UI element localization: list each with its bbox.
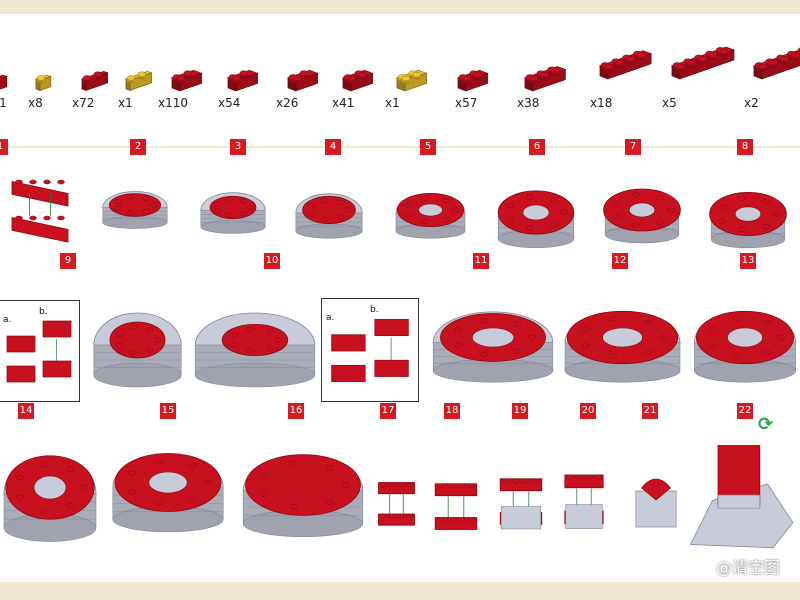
step-16-model	[242, 454, 364, 538]
inset-label-b: b.	[39, 307, 48, 317]
step-number-6: 6	[529, 139, 545, 155]
step-number-13: 13	[740, 253, 756, 269]
part-count-7: x26	[276, 96, 299, 110]
watermark-logo-icon	[693, 559, 712, 578]
step-number-3: 3	[230, 139, 246, 155]
step-18-model	[434, 483, 478, 530]
step-7-model	[603, 188, 681, 244]
step-number-18: 18	[444, 403, 460, 419]
step-number-4: 4	[325, 139, 341, 155]
inset-label-b: b.	[370, 305, 379, 315]
step-20-model	[564, 474, 604, 529]
watermark: @清空图	[693, 554, 780, 578]
step-9-model	[93, 312, 182, 388]
step-number-16: 16	[288, 403, 304, 419]
step-14-model	[3, 455, 97, 542]
parts-list: x1 x8 x72 x1 x110 x54 x26 x41 x1 x57 x38 x18 x5 x2	[0, 14, 800, 132]
step-10-model	[194, 312, 316, 388]
step-number-9: 9	[60, 253, 76, 269]
step-number-8: 8	[737, 139, 753, 155]
step-number-17: 17	[380, 403, 396, 419]
step-number-14: 14	[18, 403, 34, 419]
step-2-model	[102, 191, 168, 229]
inset-label-a: a.	[326, 313, 335, 323]
part-count-1: x1	[0, 96, 7, 110]
step-number-21: 21	[642, 403, 658, 419]
step-6-model	[497, 190, 575, 249]
step-number-1: 1	[0, 139, 8, 155]
step-5-model	[395, 193, 466, 239]
step-21-model	[635, 478, 677, 528]
part-count-4: x1	[118, 96, 133, 110]
part-count-2: x8	[28, 96, 43, 110]
step-3-model	[200, 192, 266, 234]
step-9-inset: a. b.	[0, 300, 80, 402]
part-count-13: x5	[662, 96, 677, 110]
step-4-model	[295, 193, 363, 239]
part-count-14: x2	[744, 96, 759, 110]
step-19-model	[499, 478, 543, 530]
part-count-10: x57	[455, 96, 478, 110]
step-11-model	[432, 311, 554, 383]
step-15-model	[112, 453, 224, 533]
step-13-model	[694, 310, 796, 383]
step-number-10: 10	[264, 253, 280, 269]
step-22-model	[689, 445, 794, 549]
step-number-5: 5	[420, 139, 436, 155]
step-number-7: 7	[625, 139, 641, 155]
step-10-inset: a. b.	[321, 298, 419, 402]
step-number-19: 19	[512, 403, 528, 419]
step-1-model	[11, 179, 69, 243]
part-count-6: x54	[218, 96, 241, 110]
part-count-8: x41	[332, 96, 355, 110]
part-count-3: x72	[72, 96, 95, 110]
part-count-5: x110	[158, 96, 189, 110]
step-12-model	[564, 310, 681, 383]
step-17-model	[378, 482, 415, 526]
step-number-15: 15	[160, 403, 176, 419]
step-number-2: 2	[130, 139, 146, 155]
step-number-11: 11	[473, 253, 489, 269]
part-count-12: x18	[590, 96, 613, 110]
rotate-icon: ⟳	[758, 414, 774, 435]
step-number-22: 22	[737, 403, 753, 419]
step-number-20: 20	[580, 403, 596, 419]
parts-divider	[0, 146, 800, 148]
instruction-sheet: x1x8x72x1x110x54x26x41x1x57x38x18x5x2 12…	[0, 14, 800, 582]
part-count-9: x1	[385, 96, 400, 110]
step-8-model	[709, 191, 787, 249]
part-count-11: x38	[517, 96, 540, 110]
step-number-12: 12	[612, 253, 628, 269]
inset-label-a: a.	[3, 315, 12, 325]
